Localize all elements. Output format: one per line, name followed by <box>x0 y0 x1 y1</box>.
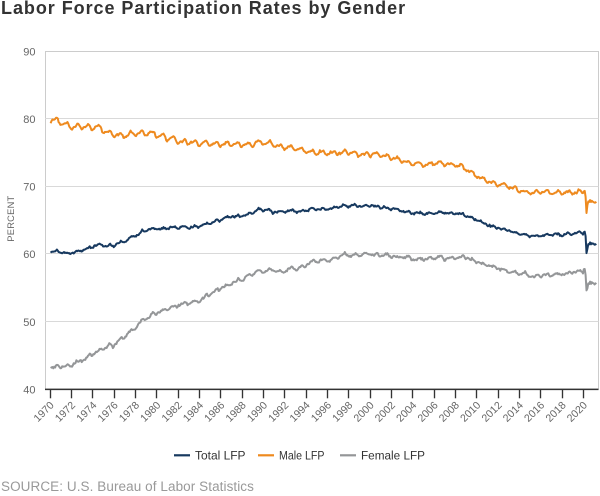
svg-text:Labor Force Participation Rate: Labor Force Participation Rates by Gende… <box>1 0 406 18</box>
svg-text:50: 50 <box>23 317 35 329</box>
svg-text:60: 60 <box>23 249 35 261</box>
svg-text:40: 40 <box>23 384 35 396</box>
svg-text:Total LFP: Total LFP <box>195 448 246 462</box>
svg-text:Male LFP: Male LFP <box>279 448 325 462</box>
svg-text:SOURCE: U.S. Bureau of Labor S: SOURCE: U.S. Bureau of Labor Statistics <box>1 479 254 494</box>
svg-text:Female LFP: Female LFP <box>361 448 425 462</box>
svg-text:70: 70 <box>23 182 35 194</box>
svg-text:90: 90 <box>23 47 35 59</box>
svg-text:80: 80 <box>23 114 35 126</box>
svg-text:PERCENT: PERCENT <box>6 195 16 241</box>
